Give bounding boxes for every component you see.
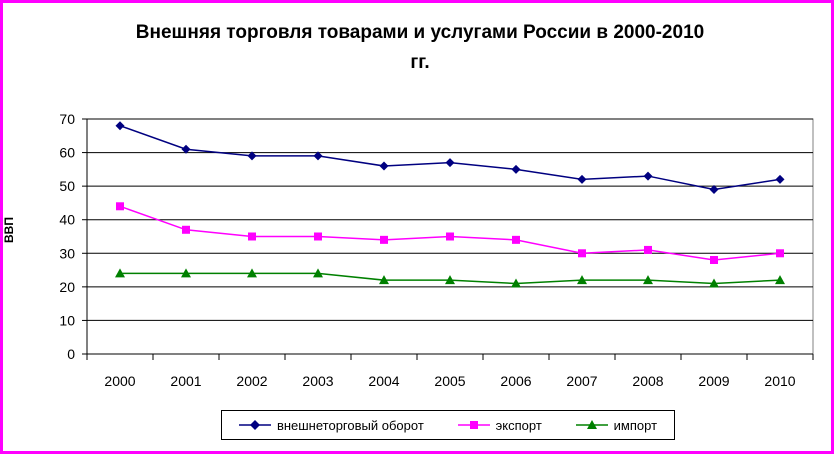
x-tick-label: 2002 [236, 373, 267, 389]
data-point-0 [775, 174, 785, 184]
data-point-0 [313, 151, 323, 161]
legend-label-import: импорт [613, 417, 658, 433]
legend-label-turnover: внешнеторговый оборот [276, 417, 424, 433]
legend-key-import [575, 420, 608, 429]
data-point-1 [446, 232, 454, 241]
x-tick-label: 2000 [104, 373, 135, 389]
data-point-0 [577, 174, 587, 184]
data-point-2 [511, 278, 521, 288]
legend: внешнеторговый оборот экспорт импорт [221, 410, 675, 440]
legend-item-turnover: внешнеторговый оборот [238, 417, 424, 433]
x-tick-label: 2009 [698, 373, 729, 389]
data-point-0 [643, 171, 653, 181]
x-tick-label: 2010 [764, 373, 795, 389]
data-point-1 [182, 225, 190, 234]
data-point-2 [247, 268, 257, 278]
data-point-1 [512, 235, 520, 244]
chart-title-line-1: Внешняя торговля товарами и услугами Рос… [135, 22, 705, 43]
y-tick-label: 20 [59, 279, 75, 295]
x-tick-label: 2007 [566, 373, 597, 389]
data-point-2 [115, 268, 125, 278]
y-tick-label: 10 [59, 312, 75, 328]
data-point-1 [578, 249, 586, 258]
data-point-0 [709, 185, 719, 194]
data-point-2 [181, 268, 191, 278]
x-tick-label: 2001 [170, 373, 201, 389]
legend-key-turnover [238, 420, 271, 430]
data-point-2 [313, 268, 323, 278]
y-tick-label: 70 [59, 111, 75, 127]
data-point-2 [577, 275, 587, 285]
legend-key-export [457, 421, 490, 429]
legend-item-import: импорт [575, 417, 658, 433]
y-tick-label: 60 [59, 145, 75, 161]
chart-title-line-2: гг. [410, 52, 430, 73]
data-point-2 [775, 275, 785, 285]
y-tick-label: 0 [67, 346, 75, 362]
data-point-1 [710, 256, 718, 264]
data-point-1 [776, 249, 784, 258]
data-point-2 [709, 278, 719, 288]
data-point-0 [181, 144, 191, 154]
data-point-0 [445, 158, 455, 168]
legend-label-export: экспорт [495, 417, 542, 433]
data-point-0 [511, 164, 521, 174]
y-tick-label: 40 [59, 212, 75, 228]
data-point-1 [248, 232, 256, 241]
chart-title: Внешняя торговля товарами и услугами Рос… [60, 18, 780, 78]
x-tick-label: 2004 [368, 373, 399, 389]
data-point-2 [379, 275, 389, 285]
x-tick-label: 2008 [632, 373, 663, 389]
x-tick-label: 2005 [434, 373, 465, 389]
x-tick-label: 2006 [500, 373, 531, 389]
data-point-1 [314, 232, 322, 241]
y-tick-label: 50 [59, 178, 75, 194]
legend-item-export: экспорт [457, 417, 542, 433]
y-tick-label: 30 [59, 245, 75, 261]
data-point-1 [644, 245, 652, 254]
data-point-1 [380, 235, 388, 244]
data-point-0 [115, 121, 125, 131]
x-tick-label: 2003 [302, 373, 333, 389]
data-point-1 [116, 202, 124, 211]
data-point-2 [643, 275, 653, 285]
data-point-0 [379, 161, 389, 171]
data-point-2 [445, 275, 455, 285]
data-point-0 [247, 151, 257, 161]
